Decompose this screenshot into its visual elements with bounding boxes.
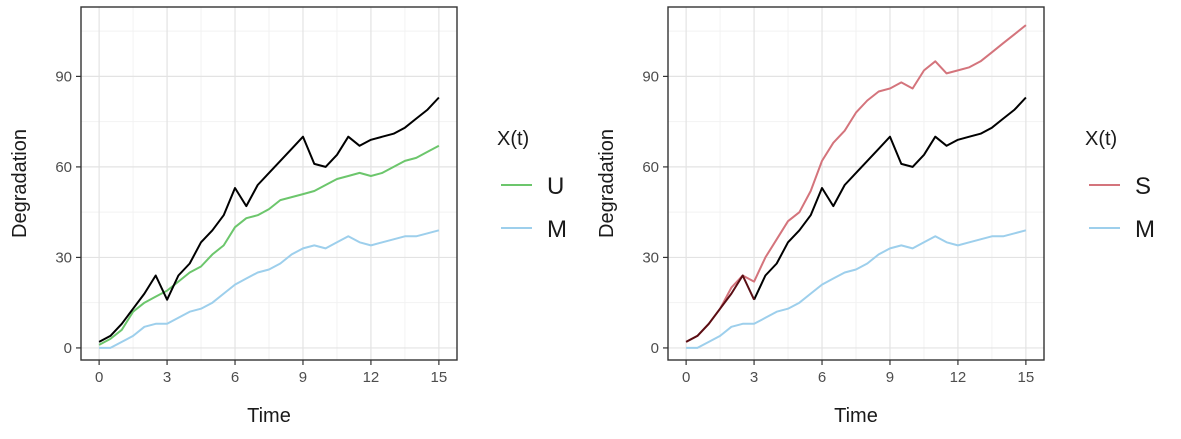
series-line-m [99, 229, 440, 349]
x-axis-title: Time [247, 405, 291, 427]
series-line-m [686, 229, 1027, 349]
panel-border [80, 6, 458, 361]
panel-1: 0 3 6 9 12 15 0 30 60 90 Time Degradation X(t) UM [9, 6, 567, 427]
legend-title: X(t) [1085, 128, 1117, 150]
series-line-u [98, 144, 440, 346]
x-tick-label: 0 [682, 369, 690, 386]
y-tick-label: 30 [642, 249, 659, 266]
x-tick-label: 6 [231, 369, 239, 386]
x-tick-label: 0 [95, 369, 103, 386]
legend-label-u: U [547, 173, 564, 200]
x-tick-label: 9 [299, 369, 307, 386]
series-line-ref-2 [98, 96, 440, 343]
y-axis-title: Degradation [596, 129, 618, 238]
legend: X(t) UM [497, 128, 567, 243]
x-tick-label: 12 [363, 369, 380, 386]
x-tick-label: 12 [950, 369, 967, 386]
x-tick-label: 6 [818, 369, 826, 386]
x-tick-label: 3 [750, 369, 758, 386]
panel-border [667, 6, 1045, 361]
legend: X(t) SM [1085, 128, 1155, 243]
series-line-ref-2 [753, 96, 1027, 301]
x-tick-label: 15 [1018, 369, 1035, 386]
y-tick-label: 30 [55, 249, 72, 266]
x-tick-label: 9 [886, 369, 894, 386]
y-tick-label: 60 [55, 159, 72, 176]
y-axis-title: Degradation [9, 129, 31, 238]
y-tick-label: 60 [642, 159, 659, 176]
y-tick-label: 0 [64, 340, 72, 357]
x-tick-label: 15 [431, 369, 448, 386]
x-axis-title: Time [834, 405, 878, 427]
y-tick-label: 90 [642, 68, 659, 85]
panel-2: 0 3 6 9 12 15 0 30 60 90 Time Degradation X(t) SM [596, 6, 1155, 427]
x-tick-label: 3 [163, 369, 171, 386]
legend-label-s: S [1135, 173, 1151, 200]
y-tick-label: 90 [55, 68, 72, 85]
legend-label-m: M [547, 216, 567, 243]
legend-title: X(t) [497, 128, 529, 150]
y-tick-label: 0 [651, 340, 659, 357]
legend-label-m: M [1135, 216, 1155, 243]
series-line-ref-3 [685, 274, 756, 343]
